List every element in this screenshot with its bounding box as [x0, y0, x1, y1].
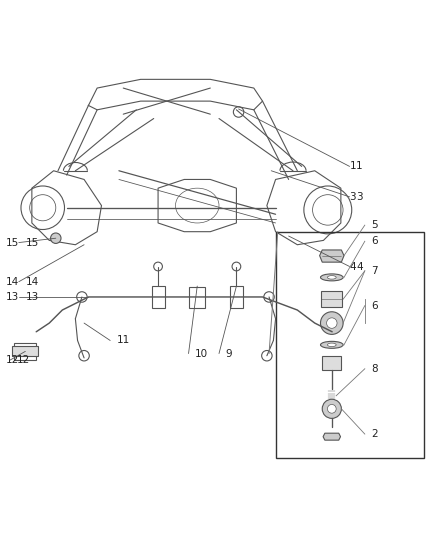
- Bar: [321, 292, 342, 307]
- Bar: [322, 356, 341, 370]
- Circle shape: [321, 312, 343, 334]
- Text: 4: 4: [350, 262, 356, 271]
- Text: 7: 7: [371, 266, 378, 276]
- Circle shape: [327, 318, 337, 328]
- Circle shape: [50, 233, 61, 244]
- Text: 6: 6: [371, 301, 378, 311]
- Polygon shape: [320, 250, 344, 262]
- Text: 5: 5: [371, 220, 378, 230]
- Polygon shape: [323, 433, 340, 440]
- Circle shape: [322, 399, 341, 418]
- Text: 9: 9: [226, 349, 232, 359]
- Text: 3: 3: [356, 192, 363, 202]
- Text: 12: 12: [17, 355, 30, 365]
- Bar: [230, 286, 243, 308]
- Ellipse shape: [321, 274, 343, 281]
- Text: 14: 14: [6, 277, 19, 287]
- Text: 2: 2: [371, 429, 378, 439]
- Text: 15: 15: [25, 238, 39, 247]
- Text: 12: 12: [6, 355, 19, 365]
- Text: 6: 6: [371, 236, 378, 246]
- Text: 13: 13: [6, 292, 19, 302]
- Bar: [14, 343, 36, 360]
- Text: 4: 4: [356, 262, 363, 271]
- Text: 1: 1: [350, 161, 356, 172]
- Text: 14: 14: [25, 277, 39, 287]
- Text: 1: 1: [356, 161, 363, 172]
- Text: 8: 8: [371, 364, 378, 374]
- Ellipse shape: [328, 343, 336, 346]
- Text: 10: 10: [195, 349, 208, 359]
- Circle shape: [328, 405, 336, 413]
- Bar: [276, 232, 424, 458]
- Text: 11: 11: [117, 335, 130, 345]
- Ellipse shape: [321, 341, 343, 349]
- Text: 15: 15: [6, 238, 19, 247]
- Text: 3: 3: [350, 192, 356, 202]
- Bar: [12, 346, 39, 356]
- Bar: [152, 286, 165, 308]
- Ellipse shape: [328, 276, 336, 279]
- Bar: [189, 287, 205, 308]
- Text: 13: 13: [25, 292, 39, 302]
